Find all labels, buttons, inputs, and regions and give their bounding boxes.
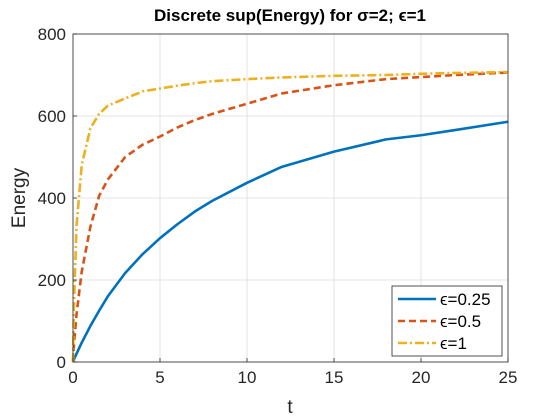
series-line-0 — [71, 120, 509, 363]
axis-ticks: 0 5 10 15 20 25 0 200 400 600 800 — [38, 25, 518, 387]
y-tick-label: 600 — [38, 107, 66, 126]
y-tick-label: 0 — [57, 353, 66, 372]
series-lines — [71, 70, 509, 363]
x-tick-label: 0 — [68, 368, 77, 387]
y-tick-label: 800 — [38, 25, 66, 44]
x-axis-label: t — [287, 397, 293, 418]
y-axis-label: Energy — [9, 167, 30, 228]
x-tick-label: 5 — [155, 368, 164, 387]
x-tick-label: 10 — [238, 368, 257, 387]
y-tick-label: 200 — [38, 271, 66, 290]
y-tick-label: 400 — [38, 189, 66, 208]
series-line-2 — [71, 70, 509, 363]
series-line-1 — [71, 71, 509, 363]
legend: ϵ=0.25 ϵ=0.5 ϵ=1 — [391, 285, 503, 357]
legend-label-1: ϵ=0.5 — [440, 312, 481, 331]
x-tick-label: 20 — [412, 368, 431, 387]
legend-label-2: ϵ=1 — [440, 334, 467, 353]
legend-label-0: ϵ=0.25 — [440, 290, 491, 309]
chart-title: Discrete sup(Energy) for σ=2; ϵ=1 — [154, 6, 426, 25]
x-tick-label: 25 — [499, 368, 518, 387]
x-tick-label: 15 — [325, 368, 344, 387]
